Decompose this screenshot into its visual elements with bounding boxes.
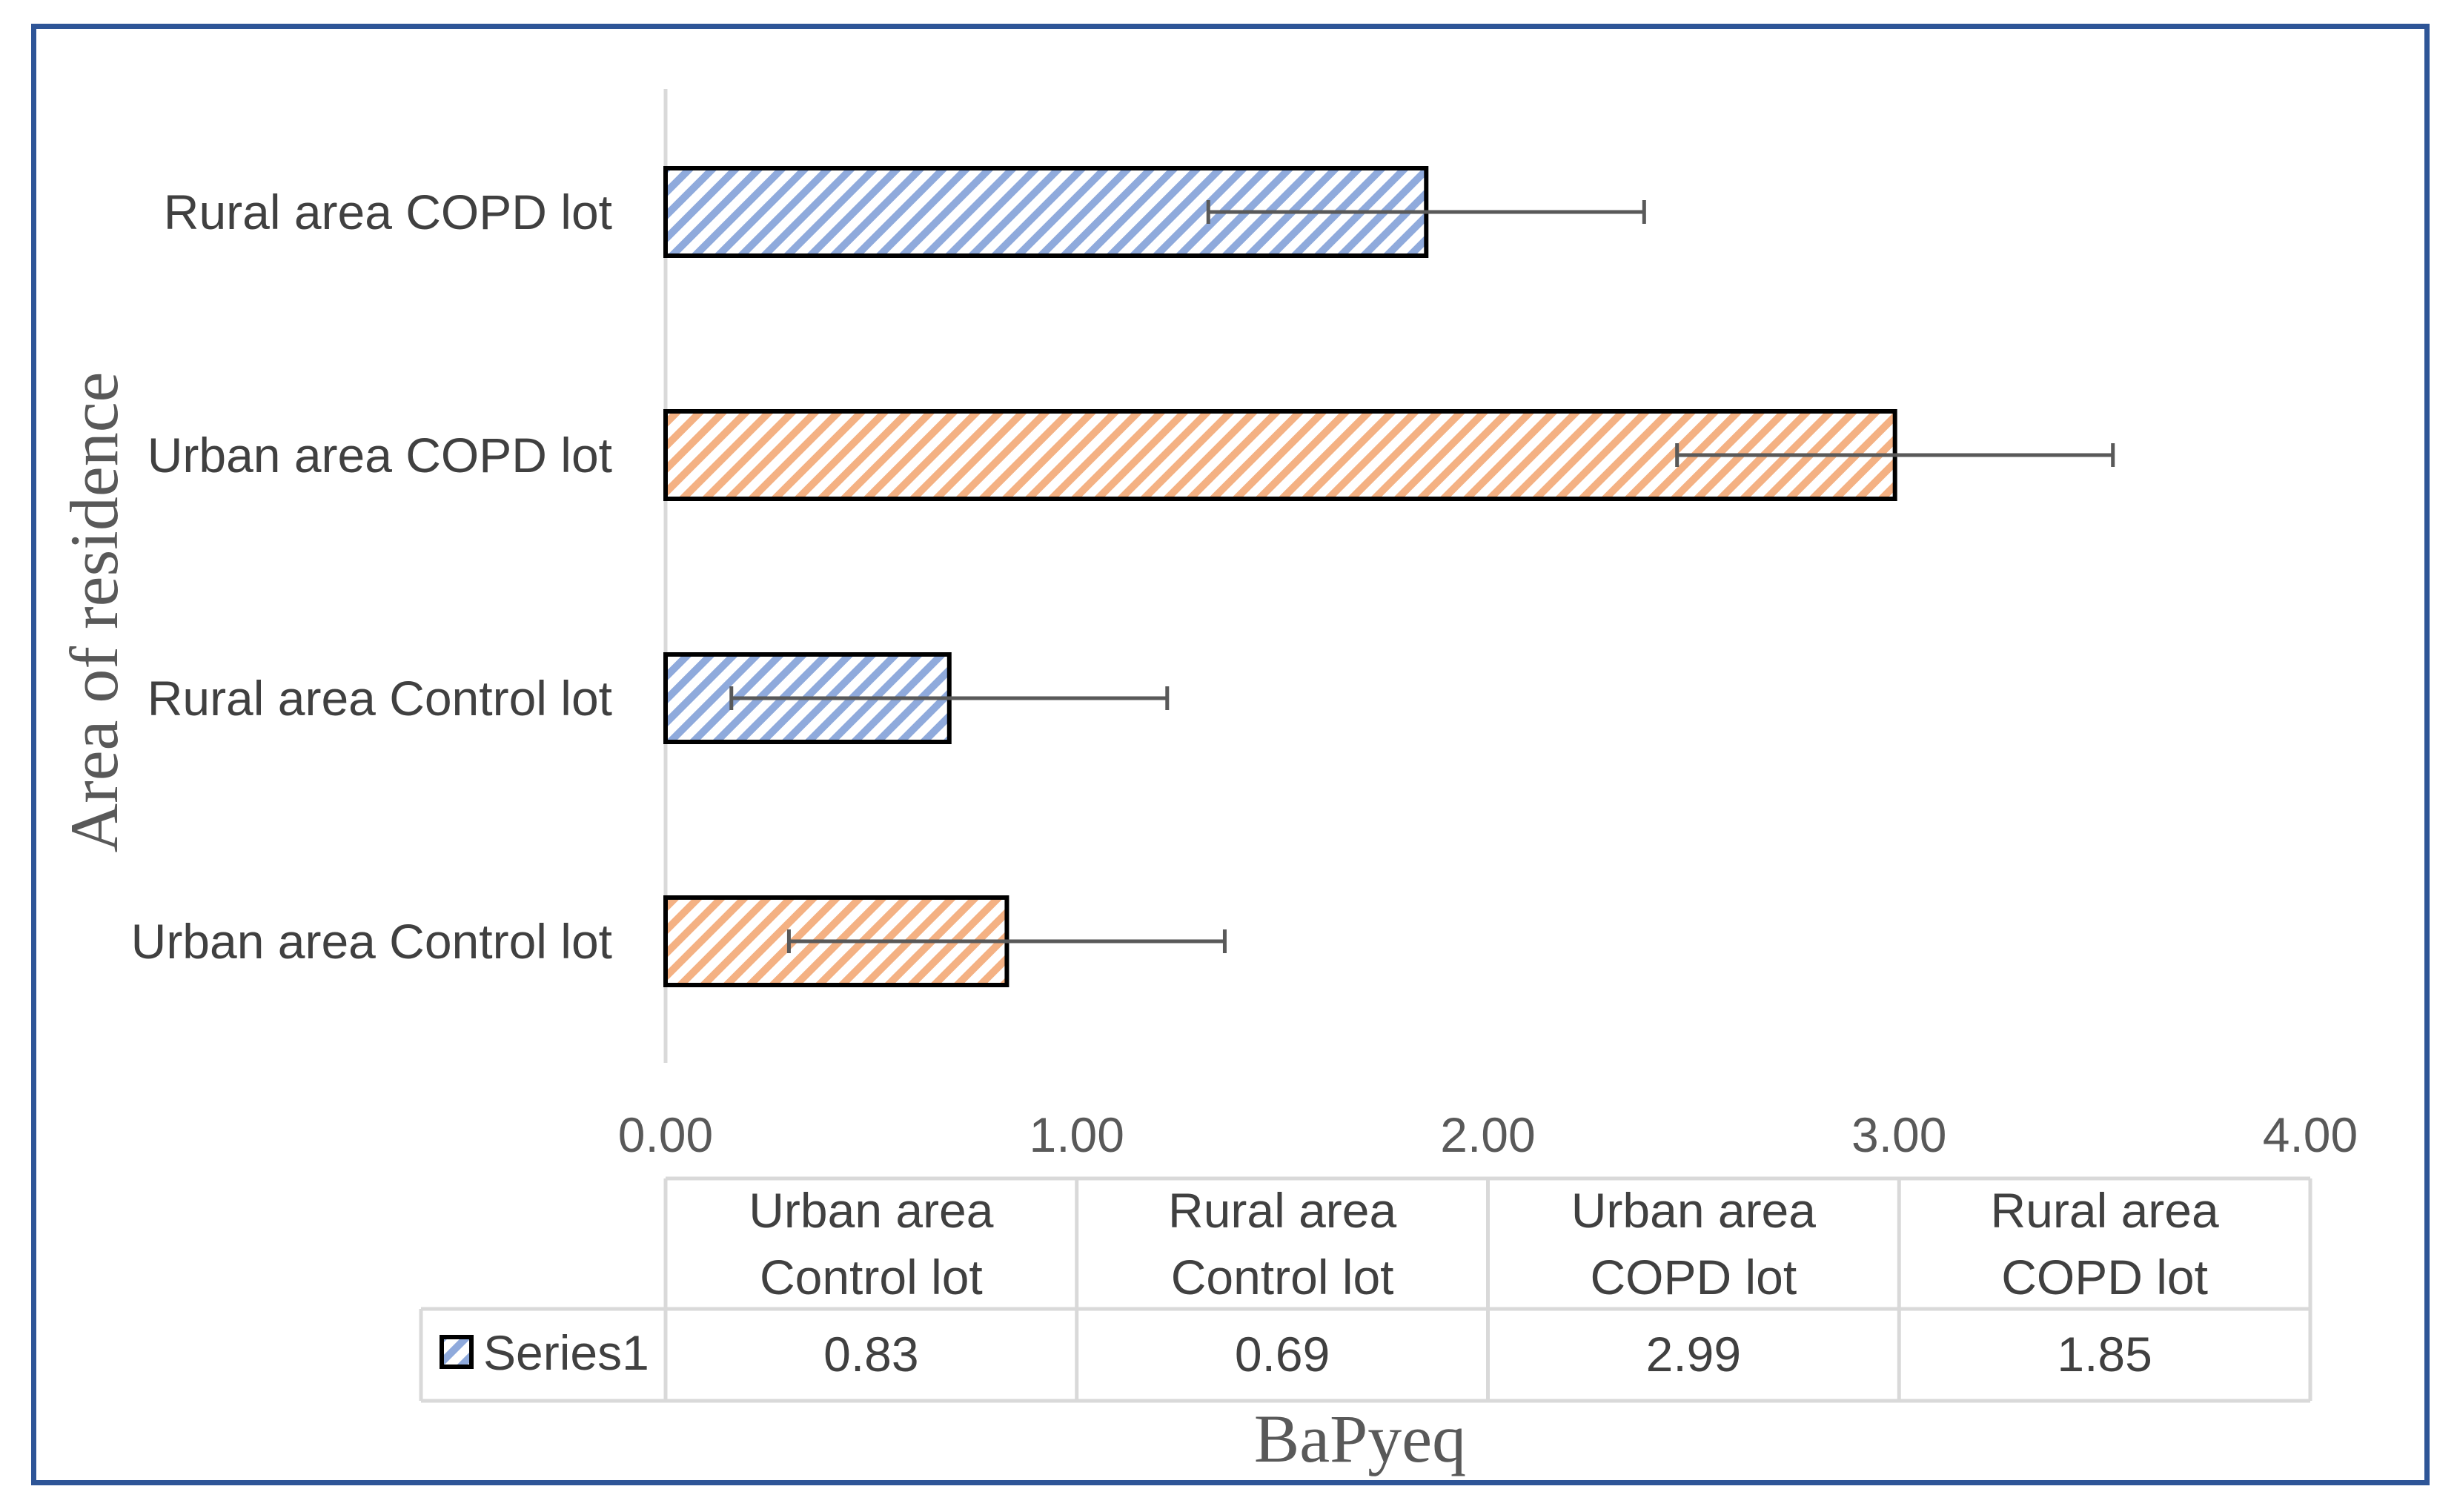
- category-label-2: Urban area COPD lot: [147, 428, 612, 483]
- table-value-1: 0.69: [1235, 1327, 1330, 1382]
- chart-frame: [31, 24, 2430, 1485]
- category-label-3: Rural area COPD lot: [164, 185, 612, 239]
- x-tick-label-4: 4.00: [2263, 1107, 2358, 1162]
- x-tick-label-2: 2.00: [1440, 1107, 1535, 1162]
- table-header-2-line-0: Urban area: [1571, 1183, 1816, 1238]
- table-header-3-line-1: COPD lot: [2001, 1250, 2208, 1304]
- legend-label-series1: Series1: [483, 1325, 649, 1380]
- table-value-2: 2.99: [1646, 1327, 1741, 1382]
- table-value-0: 0.83: [823, 1327, 918, 1382]
- table-header-1-line-0: Rural area: [1168, 1183, 1396, 1238]
- category-label-0: Urban area Control lot: [131, 914, 612, 969]
- table-header-0-line-0: Urban area: [749, 1183, 993, 1238]
- table-header-3-line-0: Rural area: [1991, 1183, 2219, 1238]
- table-header-2-line-1: COPD lot: [1591, 1250, 1797, 1304]
- table-header-0-line-1: Control lot: [760, 1250, 983, 1304]
- legend-key-series1: [440, 1335, 474, 1369]
- category-label-1: Rural area Control lot: [147, 671, 612, 726]
- table-header-1-line-1: Control lot: [1171, 1250, 1394, 1304]
- x-axis-title: BaPyeq: [1254, 1401, 1466, 1476]
- y-axis-title: Area of residence: [56, 372, 132, 853]
- table-value-3: 1.85: [2057, 1327, 2152, 1382]
- x-tick-label-1: 1.00: [1029, 1107, 1124, 1162]
- x-tick-label-0: 0.00: [618, 1107, 713, 1162]
- x-tick-label-3: 3.00: [1851, 1107, 1946, 1162]
